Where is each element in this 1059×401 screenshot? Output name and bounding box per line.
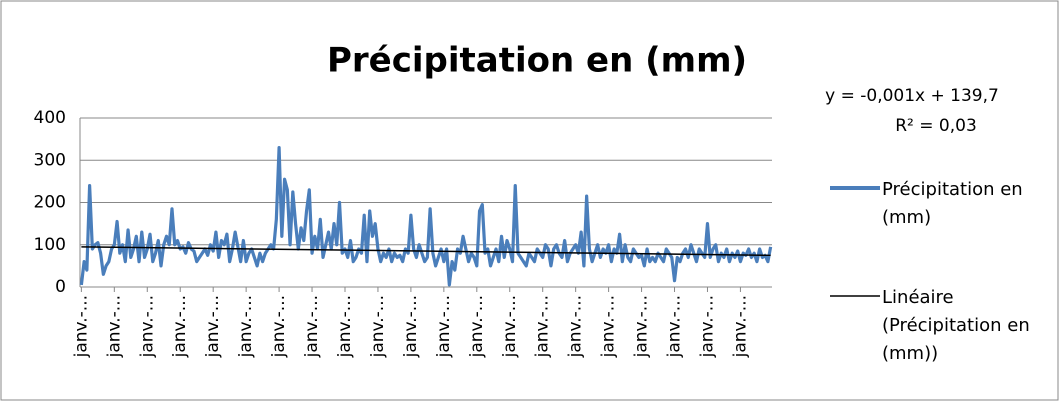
x-tick-label: janv.-... (730, 295, 750, 358)
y-tick-label: 100 (34, 235, 66, 255)
x-tick-label: janv.-... (401, 295, 421, 358)
trendline (81, 246, 771, 257)
legend-label: Précipitation en (mm) (882, 179, 1023, 228)
x-tick-label: janv.-... (71, 295, 91, 358)
r-squared: R² = 0,03 (895, 116, 977, 136)
legend-label: Linéaire (Précipitation en (mm)) (882, 287, 1030, 364)
x-tick-label: janv.-... (104, 295, 124, 358)
x-tick-label: janv.-... (566, 295, 586, 358)
x-tick-label: janv.-... (599, 295, 619, 358)
x-tick-label: janv.-... (500, 295, 520, 358)
x-tick-label: janv.-... (467, 295, 487, 358)
x-tick-label: janv.-... (368, 295, 388, 358)
y-tick-label: 300 (34, 150, 66, 170)
y-tick-label: 400 (34, 108, 66, 128)
x-tick-label: janv.-... (203, 295, 223, 358)
x-tick-label: janv.-... (533, 295, 553, 358)
y-tick-label: 0 (55, 277, 66, 297)
x-tick-label: janv.-... (302, 295, 322, 358)
data-line (79, 145, 773, 287)
x-tick-label: janv.-... (434, 295, 454, 358)
x-tick-label: janv.-... (269, 295, 289, 358)
chart-title: Précipitation en (mm) (327, 41, 747, 81)
equation: y = -0,001x + 139,7 (825, 86, 999, 106)
x-tick-label: janv.-... (632, 295, 652, 358)
x-tick-label: janv.-... (236, 295, 256, 358)
x-tick-label: janv.-... (335, 295, 355, 358)
x-tick-label: janv.-... (697, 295, 717, 358)
x-tick-label: janv.-... (137, 295, 157, 358)
y-tick-label: 200 (34, 193, 66, 213)
x-tick-label: janv.-... (170, 295, 190, 358)
x-tick-label: janv.-... (665, 295, 685, 358)
